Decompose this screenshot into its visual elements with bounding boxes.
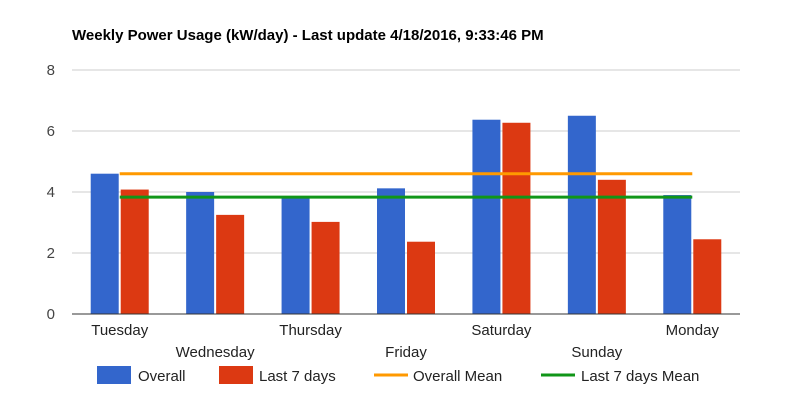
y-axis-ticks: 0 2 4 6 8: [47, 62, 55, 323]
bar-overall-friday[interactable]: [377, 188, 405, 314]
legend-label-last-7-days[interactable]: Last 7 days: [259, 368, 336, 385]
x-tick-label: Tuesday: [91, 322, 148, 339]
x-tick-label: Friday: [385, 344, 427, 361]
bar-overall-saturday[interactable]: [472, 119, 501, 314]
legend-swatch-overall: [97, 366, 131, 384]
bar-last-7-days-thursday[interactable]: [311, 221, 340, 314]
y-tick-label: 8: [47, 62, 55, 79]
x-tick-label: Sunday: [571, 344, 622, 361]
bar-overall-thursday[interactable]: [281, 196, 310, 314]
x-axis-labels: Tuesday Wednesday Thursday Friday Saturday Su…: [91, 322, 719, 361]
y-tick-label: 0: [47, 306, 55, 323]
legend-label-last-7-days-mean[interactable]: Last 7 days Mean: [581, 368, 699, 385]
x-tick-label: Thursday: [279, 322, 342, 339]
bar-last-7-days-sunday[interactable]: [597, 179, 626, 314]
bar-last-7-days-wednesday[interactable]: [216, 214, 245, 314]
bar-overall-tuesday[interactable]: [90, 173, 119, 314]
y-tick-label: 4: [47, 184, 55, 201]
x-tick-label: Wednesday: [176, 344, 255, 361]
bar-last-7-days-tuesday[interactable]: [120, 189, 149, 314]
chart-title: Weekly Power Usage (kW/day) - Last updat…: [72, 27, 544, 44]
bar-overall-wednesday[interactable]: [186, 192, 215, 314]
gridlines: [72, 69, 740, 315]
bar-overall-sunday[interactable]: [567, 115, 596, 314]
bars: [72, 115, 740, 315]
bar-last-7-days-saturday[interactable]: [502, 122, 531, 314]
bar-overall-monday[interactable]: [663, 195, 692, 314]
mean-lines: [119, 172, 693, 199]
y-tick-label: 6: [47, 123, 55, 140]
legend-label-overall[interactable]: Overall: [138, 368, 186, 385]
x-tick-label: Monday: [666, 322, 720, 339]
legend[interactable]: Overall Last 7 days Overall Mean Last 7 day…: [97, 366, 699, 385]
bar-last-7-days-monday[interactable]: [693, 239, 722, 314]
x-tick-label: Saturday: [471, 322, 532, 339]
bar-last-7-days-friday[interactable]: [407, 241, 435, 314]
legend-label-overall-mean[interactable]: Overall Mean: [413, 368, 502, 385]
y-tick-label: 2: [47, 245, 55, 262]
legend-swatch-last-7-days: [219, 366, 253, 384]
